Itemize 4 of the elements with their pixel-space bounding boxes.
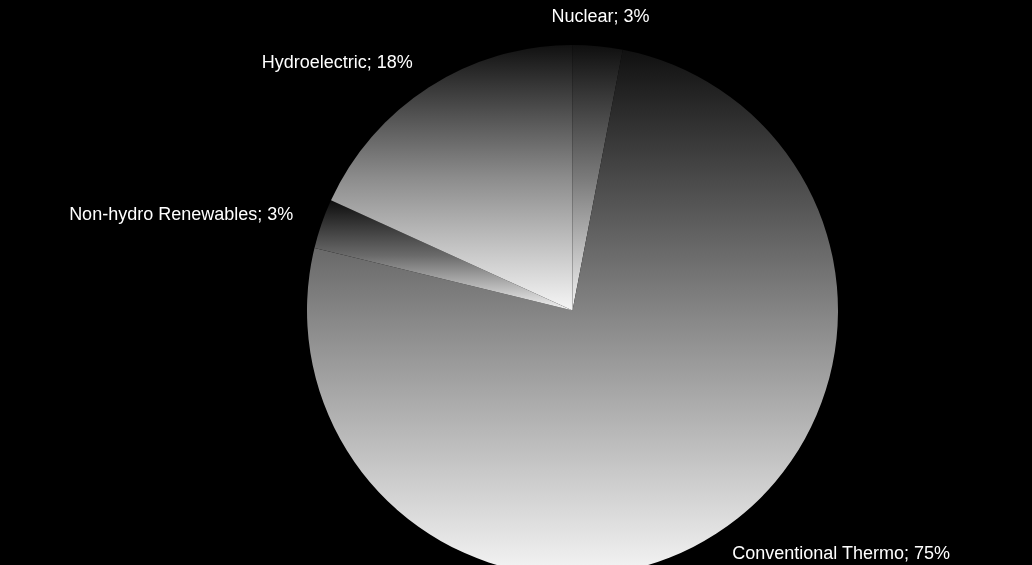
slice-label: Hydroelectric; 18% [261, 51, 413, 72]
slice-label: Nuclear; 3% [551, 6, 650, 27]
slice-label: Conventional Thermo; 75% [732, 543, 951, 563]
slice-label: Non-hydro Renewables; 3% [69, 203, 294, 224]
